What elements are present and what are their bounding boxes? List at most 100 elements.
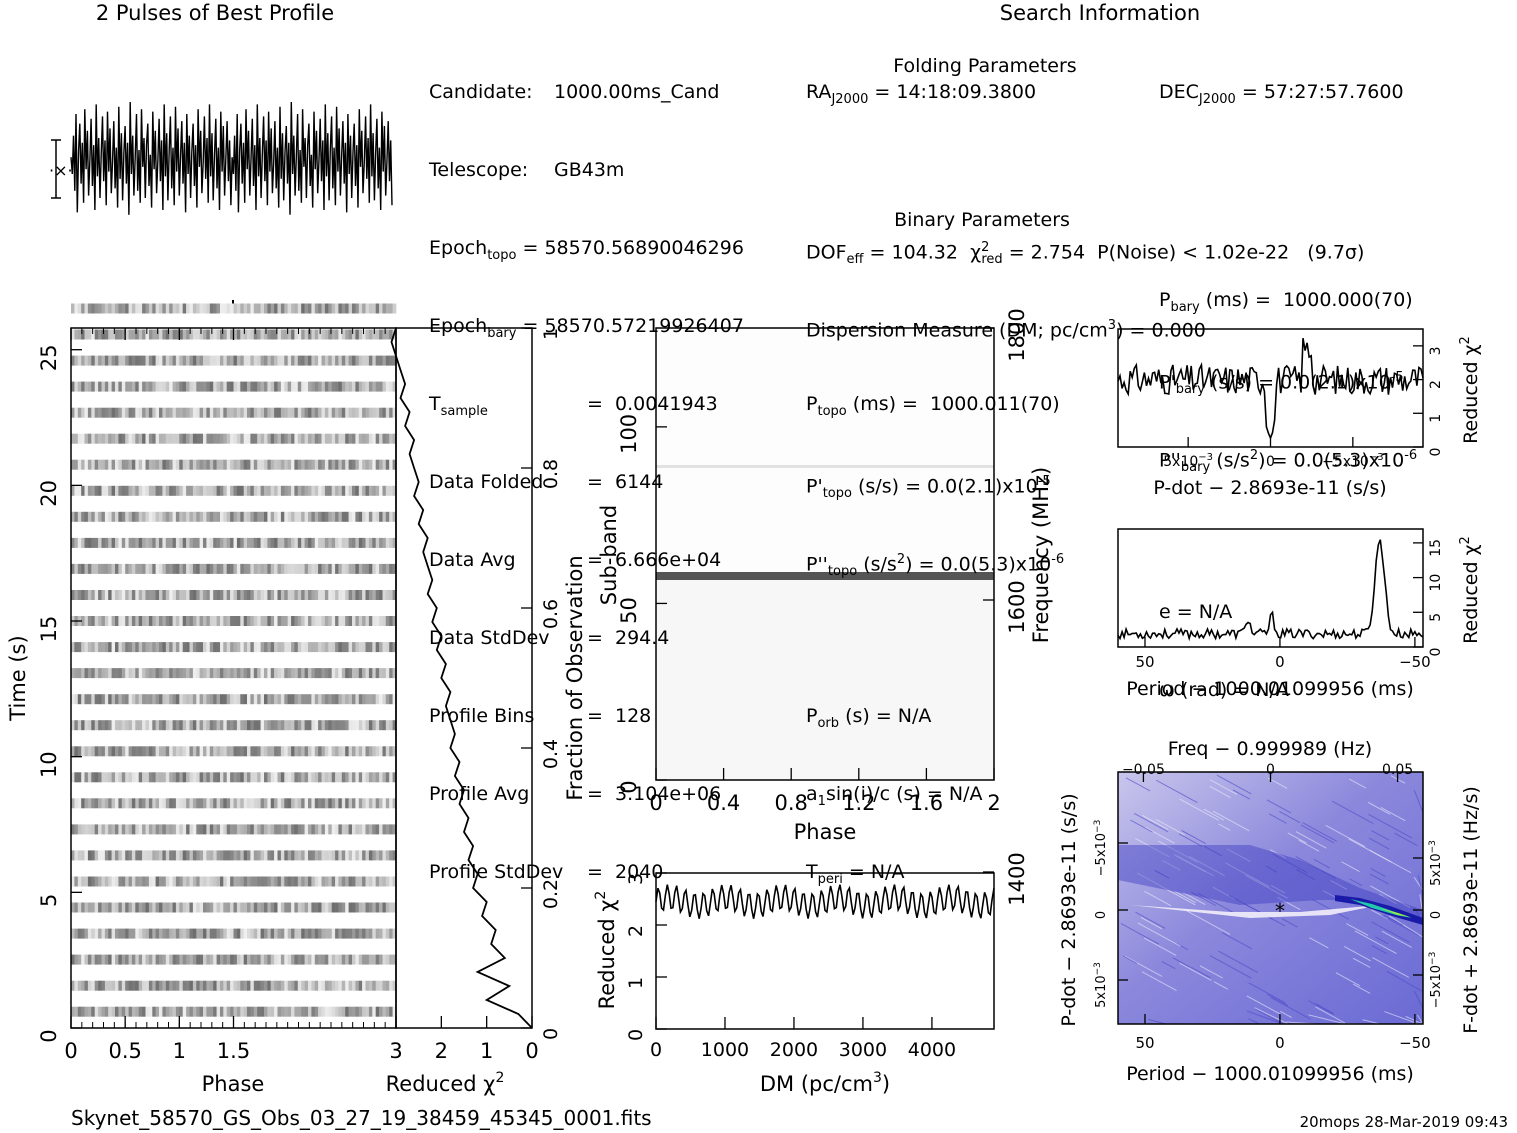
time-phase-row bbox=[71, 902, 397, 913]
period-tick-label: 50 bbox=[1135, 653, 1154, 671]
fraction-axis-label: Fraction of Observation bbox=[563, 555, 587, 800]
time-phase-row bbox=[71, 980, 397, 991]
time-phase-row bbox=[71, 537, 397, 548]
fraction-tick-label: 0.8 bbox=[540, 459, 562, 489]
info-pbary: Pbary (ms) = 1000.000(70) bbox=[1159, 289, 1413, 315]
phase-tick-label: 0 bbox=[64, 1039, 77, 1063]
time-phase-row bbox=[71, 772, 397, 783]
frequency-tick-label: 1800 bbox=[1005, 308, 1029, 361]
info-epoch-topo: Epochtopo = 58570.56890046296 bbox=[429, 237, 744, 263]
time-phase-row bbox=[71, 876, 397, 887]
subband-tick-label: 50 bbox=[617, 597, 641, 624]
time-phase-row bbox=[71, 511, 397, 522]
time-tick-label: 15 bbox=[37, 616, 61, 643]
pdot-tick-label: 0 bbox=[1266, 454, 1275, 470]
fraction-tick-label: 1 bbox=[540, 328, 562, 340]
ppdot-fdot-tick-label: −5x10−3 bbox=[1428, 952, 1444, 1009]
ppdot-pdot-tick-label: −5x10−3 bbox=[1093, 820, 1109, 877]
candidate-info: Candidate: 1000.00ms_Cand Telescope: GB43m… bbox=[429, 27, 744, 911]
dm-chi-line bbox=[655, 884, 995, 919]
redchi-tick-label: 1 bbox=[480, 1039, 493, 1063]
info-porb: Porb (s) = N/A bbox=[806, 705, 932, 731]
dm-redchi-axis-label: Reduced χ2 bbox=[593, 891, 619, 1010]
info-dof: DOFeff = 104.32 χ2red = 2.754 P(Noise) <… bbox=[806, 240, 1365, 268]
time-phase-row bbox=[71, 381, 397, 392]
p-pdot-panel: * 50 0 −50 −0.05 0 0.05 −5x10−3 0 5x10−3 5x10−3 0 −… bbox=[1058, 738, 1482, 1085]
time-phase-row bbox=[71, 616, 397, 626]
time-phase-row bbox=[71, 303, 397, 314]
time-phase-row bbox=[71, 928, 397, 939]
frequency-tick-label: 1600 bbox=[1005, 580, 1029, 633]
subband-phase-tick-label: 1.6 bbox=[910, 791, 943, 815]
time-chi-panel: 3 2 1 00 0.2 0.4 0.6 0.8 1 Reduced χ2 Fraction o… bbox=[386, 327, 587, 1096]
subband-tick-label: 100 bbox=[617, 414, 641, 454]
ppdot-pdot-tick-label: 0 bbox=[1094, 911, 1109, 919]
subband-phase-tick-label: 0.4 bbox=[707, 791, 740, 815]
period-redchi-tick-label: 0 bbox=[1428, 648, 1444, 657]
info-dm: Dispersion Measure (DM; pc/cm3) = 0.000 bbox=[806, 318, 1206, 342]
phase-tick-label: 1.5 bbox=[217, 1039, 250, 1063]
time-phase-row bbox=[71, 642, 397, 653]
info-pddtopo: P''topo (s/s2) = 0.0(5.3)x10-6 bbox=[806, 552, 1065, 580]
ppdot-fdot-tick-label: 0 bbox=[1429, 911, 1444, 919]
phase-tick-label: 0.5 bbox=[108, 1039, 141, 1063]
footer-filename: Skynet_58570_GS_Obs_03_27_19_38459_45345… bbox=[71, 1106, 652, 1130]
ppdot-fdot-tick-label: 5x10−3 bbox=[1428, 840, 1444, 886]
time-tick-label: 25 bbox=[37, 344, 61, 371]
period-redchi-tick-label: 5 bbox=[1428, 613, 1444, 622]
info-telescope: Telescope: GB43m bbox=[429, 159, 625, 181]
time-phase-row bbox=[71, 563, 397, 574]
ppdot-period-tick-label: 0 bbox=[1275, 1034, 1285, 1052]
info-profile-stddev: Profile StdDev = 2040 bbox=[429, 861, 664, 883]
dm-redchi-tick-label: 0 bbox=[625, 1029, 647, 1041]
time-chi-line bbox=[390, 327, 533, 1029]
subband-axis-label: Sub-band bbox=[597, 505, 621, 605]
pdot-tick-label: −5x10−3 bbox=[1322, 452, 1384, 470]
ppdot-pdot-tick-label: 5x10−3 bbox=[1093, 962, 1109, 1008]
ppdot-period-tick-label: 50 bbox=[1135, 1034, 1154, 1052]
time-phase-row bbox=[71, 850, 397, 861]
profile-panel: ·×· bbox=[49, 101, 393, 311]
dm-tick-label: 2000 bbox=[770, 1039, 818, 1061]
time-phase-row bbox=[71, 824, 397, 835]
info-asini: a1sin(i)/c (s) = N/A bbox=[806, 783, 983, 809]
info-pddbary: P''bary (s/s2) = 0.0(5.3)x10-6 bbox=[1159, 448, 1418, 476]
subband-phase-panel: 0 0.4 0.8 1.2 1.6 2 0 50 100 1400 1600 1800 Sub-ban… bbox=[597, 308, 1053, 905]
info-e: e = N/A bbox=[1159, 601, 1233, 623]
info-data-stddev: Data StdDev = 294.4 bbox=[429, 627, 670, 649]
info-profile-avg: Profile Avg = 3.104e+06 bbox=[429, 783, 722, 805]
phase-tick-label: 1 bbox=[173, 1039, 186, 1063]
info-data-folded: Data Folded = 6144 bbox=[429, 471, 664, 493]
period-tick-label: 0 bbox=[1275, 653, 1285, 671]
fdot-right-axis-label: F-dot + 2.8693e-11 (Hz/s) bbox=[1460, 786, 1482, 1034]
time-axis-label: Time (s) bbox=[6, 635, 30, 721]
period-axis-label-bottom: Period − 1000.01099956 (ms) bbox=[1126, 1063, 1414, 1085]
folding-title: Folding Parameters bbox=[893, 55, 1076, 77]
dm-chi-panel: 0 1000 2000 3000 4000 0 1 2 3 Reduced χ2 DM (pc/… bbox=[593, 872, 995, 1096]
freq-top-axis-label: Freq − 0.999989 (Hz) bbox=[1168, 738, 1372, 760]
subband-tick-label: 0 bbox=[617, 780, 641, 793]
period-chi-line bbox=[1117, 539, 1424, 642]
ppdot-freq-tick-label: 0.05 bbox=[1382, 762, 1413, 778]
period-redchi-axis-label: Reduced χ2 bbox=[1458, 536, 1482, 644]
frequency-tick-label: 1400 bbox=[1005, 852, 1029, 905]
ppdot-best-marker: * bbox=[1275, 899, 1285, 923]
dm-redchi-tick-label: 3 bbox=[625, 873, 647, 885]
ppdot-ridge bbox=[1118, 845, 1423, 925]
fraction-tick-label: 0.2 bbox=[540, 879, 562, 909]
dm-tick-label: 3000 bbox=[839, 1039, 887, 1061]
time-phase-row bbox=[71, 459, 397, 470]
time-phase-row bbox=[71, 1006, 397, 1017]
dm-redchi-tick-label: 1 bbox=[625, 977, 647, 989]
frequency-axis-label: Frequency (MHz) bbox=[1029, 467, 1053, 643]
info-tsample: Tsample = 0.0041943 bbox=[429, 393, 718, 419]
time-phase-row bbox=[71, 433, 397, 444]
time-phase-row bbox=[71, 746, 397, 757]
period-redchi-tick-label: 15 bbox=[1428, 539, 1444, 557]
info-data-avg: Data Avg = 6.666e+04 bbox=[429, 549, 722, 571]
time-phase-row bbox=[71, 668, 397, 679]
time-phase-row bbox=[71, 954, 397, 965]
pdot-redchi-tick-label: 2 bbox=[1428, 380, 1444, 389]
